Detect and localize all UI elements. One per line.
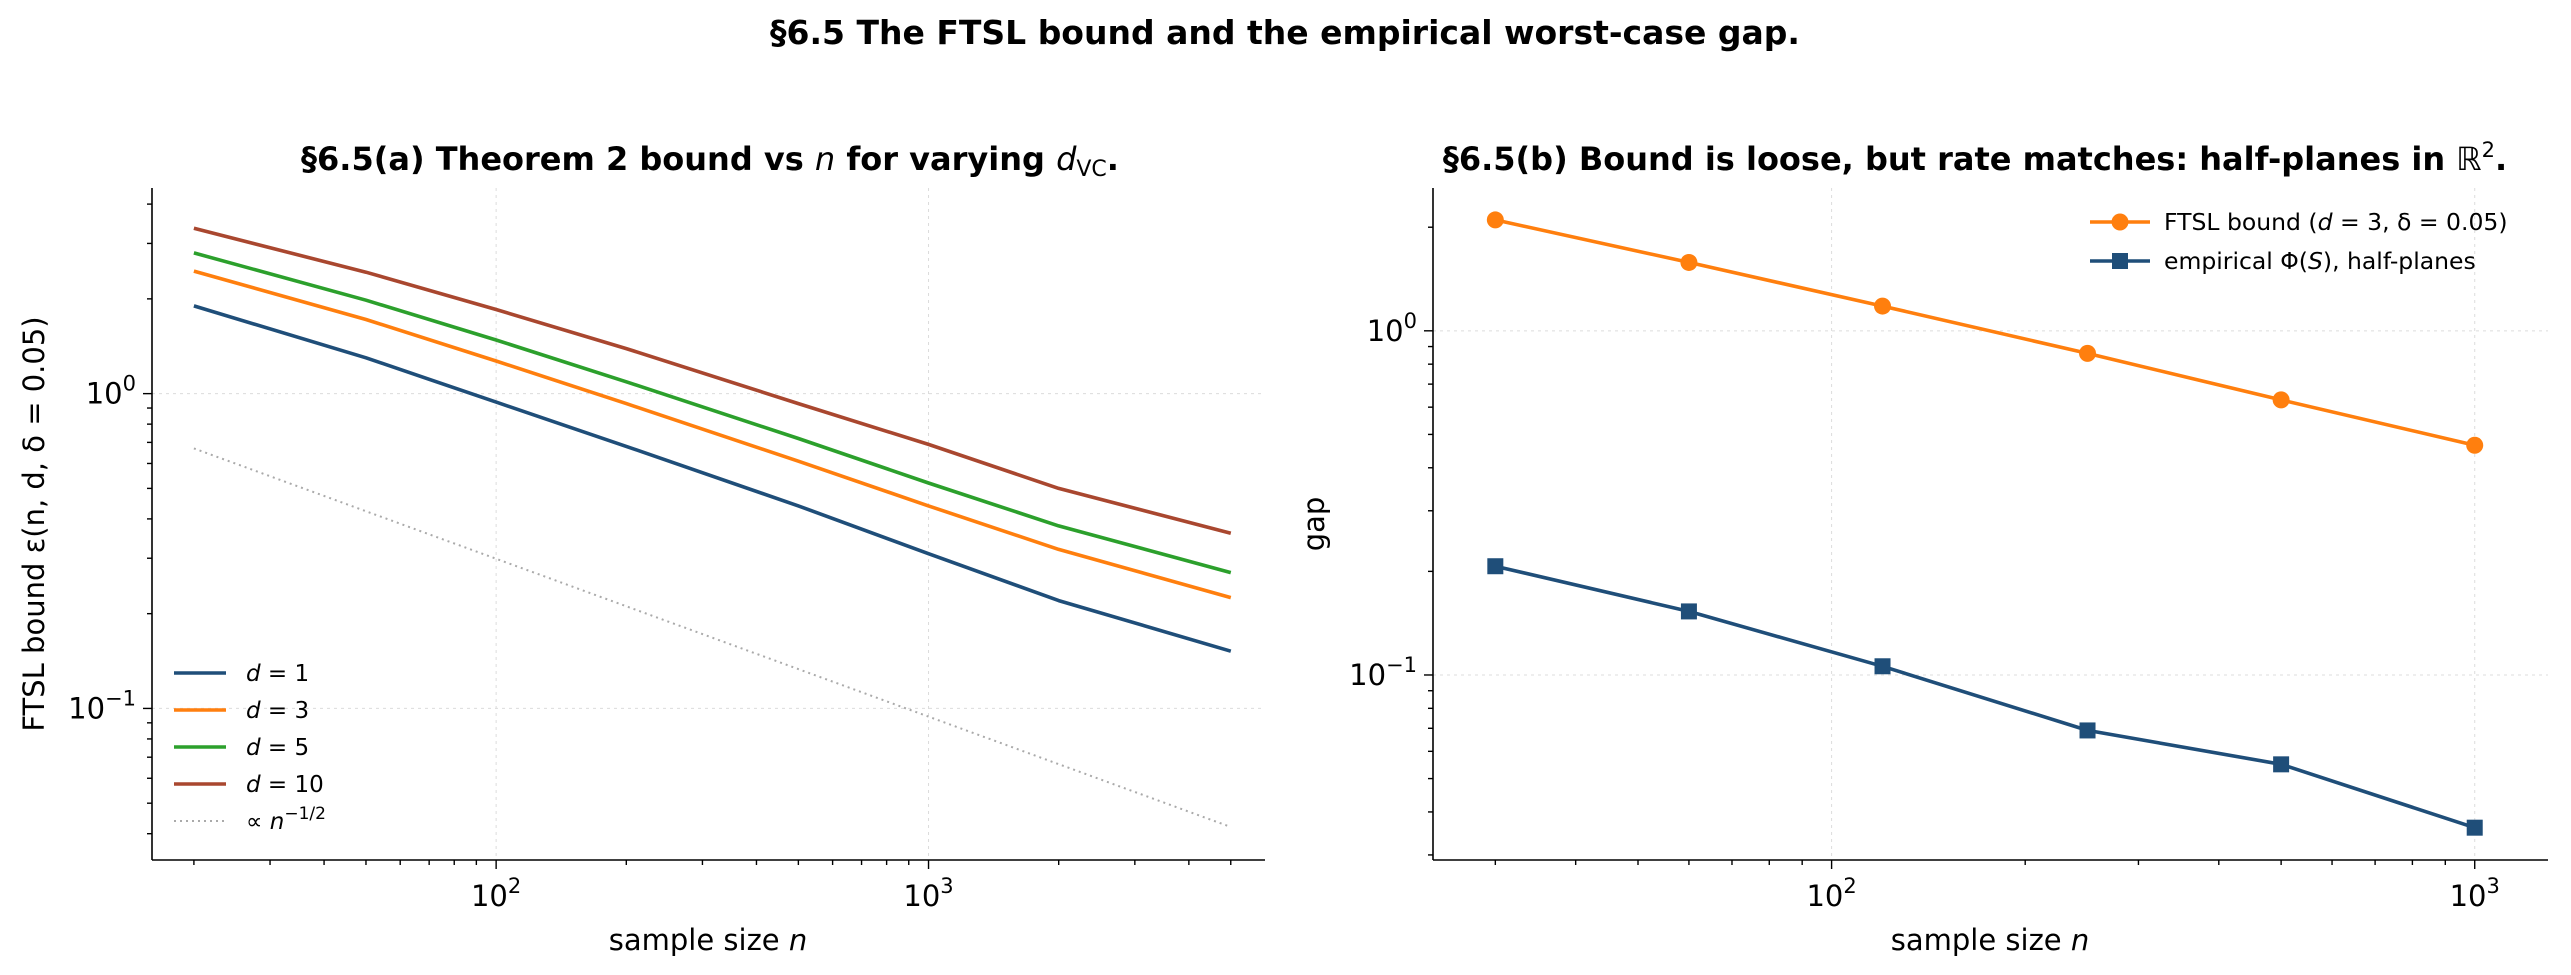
panel-a-series-n-1-2-line bbox=[193, 447, 1232, 828]
panel-b-series-empirical-s-half-planes-line bbox=[1494, 564, 2476, 830]
panel-b-xtick-label: 103 bbox=[2450, 874, 2500, 913]
panel-b-series-ftsl-bound-d-3-0-05-point bbox=[1680, 253, 1698, 271]
panel-b-legend-ftsl-bound-d-3-0-05-marker bbox=[2111, 213, 2129, 231]
panel-b-series-empirical-s-half-planes-point bbox=[1487, 558, 1504, 575]
panel-b-series-ftsl-bound-d-3-0-05-point bbox=[2466, 436, 2484, 454]
panel-a-series-d-5-line bbox=[193, 251, 1232, 575]
panel-b-series-ftsl-bound-d-3-0-05-line bbox=[1494, 218, 2476, 448]
panel-a-xtick-label: 103 bbox=[903, 874, 953, 913]
panel-a-xtick-label: 102 bbox=[471, 874, 521, 913]
panel-a-legend-d-1-label: d = 1 bbox=[246, 661, 309, 687]
panel-b-series-empirical-s-half-planes-point bbox=[2079, 722, 2096, 739]
panel-b-xtick-label: 102 bbox=[1806, 874, 1856, 913]
panel-a-legend: d = 1 d = 3 d = 5 d = 10 ∝ n−1/2 bbox=[174, 661, 326, 835]
panel-a-series-d-10-line bbox=[193, 226, 1232, 536]
panel-a-series bbox=[193, 226, 1232, 828]
panel-b-xlabel: sample size n bbox=[1891, 923, 2090, 957]
panel-b-series-ftsl-bound-d-3-0-05-point bbox=[1486, 211, 1504, 229]
panel-a-title: §6.5(a) Theorem 2 bound vs n for varying… bbox=[301, 140, 1119, 182]
panel-b-ytick-label: 10−1 bbox=[1349, 653, 1417, 692]
panel-a-legend-d-10-label: d = 10 bbox=[246, 772, 324, 798]
panel-b-series-ftsl-bound-d-3-0-05-point bbox=[2272, 391, 2290, 409]
panel-b-legend: FTSL bound (d = 3, δ = 0.05) empirical Φ(… bbox=[2090, 208, 2508, 275]
panel-b-legend-empirical-s-half-planes-label: empirical Φ(S), half-planes bbox=[2164, 247, 2476, 275]
panel-b-series-empirical-s-half-planes-point bbox=[2466, 819, 2483, 836]
panel-b-ticks: 102 103 10−1 100 bbox=[1349, 226, 2500, 913]
panel-b-series-empirical-s-half-planes-point bbox=[1874, 658, 1891, 675]
panel-a-series-d-1-line bbox=[193, 304, 1232, 653]
panel-a-ytick-label: 10−1 bbox=[68, 686, 136, 725]
panel-a-legend-d-5-label: d = 5 bbox=[246, 735, 309, 761]
panel-b-title: §6.5(b) Bound is loose, but rate matches… bbox=[1443, 138, 2507, 178]
panel-a-ytick-label: 100 bbox=[86, 372, 136, 411]
panel-a: §6.5(a) Theorem 2 bound vs n for varying… bbox=[17, 140, 1265, 957]
panel-b-legend-ftsl-bound-d-3-0-05-label: FTSL bound (d = 3, δ = 0.05) bbox=[2164, 208, 2508, 236]
panel-a-legend-d-3-label: d = 3 bbox=[246, 698, 309, 724]
panel-b-series-ftsl-bound-d-3-0-05-point bbox=[2079, 344, 2097, 362]
figure-suptitle: §6.5 The FTSL bound and the empirical wo… bbox=[770, 13, 1800, 52]
panel-a-legend-n-1-2-label: ∝ n−1/2 bbox=[246, 804, 326, 835]
panel-b-series-empirical-s-half-planes-point bbox=[2273, 756, 2290, 773]
panel-a-xlabel: sample size n bbox=[609, 923, 808, 957]
panel-a-ticks: 102 103 10−1 100 bbox=[68, 203, 1232, 913]
panel-b-legend-empirical-s-half-planes-marker bbox=[2112, 253, 2128, 269]
panel-b-grid bbox=[1433, 188, 2548, 860]
panel-a-grid bbox=[152, 188, 1265, 860]
panel-b-series-empirical-s-half-planes-point bbox=[1680, 603, 1697, 620]
panel-a-ylabel: FTSL bound ε(n, d, δ = 0.05) bbox=[17, 316, 51, 731]
panel-b-ytick-label: 100 bbox=[1367, 309, 1417, 348]
panel-b: §6.5(b) Bound is loose, but rate matches… bbox=[1297, 138, 2548, 957]
panel-a-series-d-3-line bbox=[193, 269, 1232, 600]
panel-b-series bbox=[1486, 211, 2484, 836]
panel-b-series-ftsl-bound-d-3-0-05-point bbox=[1874, 297, 1892, 315]
panel-b-ylabel: gap bbox=[1297, 497, 1331, 552]
